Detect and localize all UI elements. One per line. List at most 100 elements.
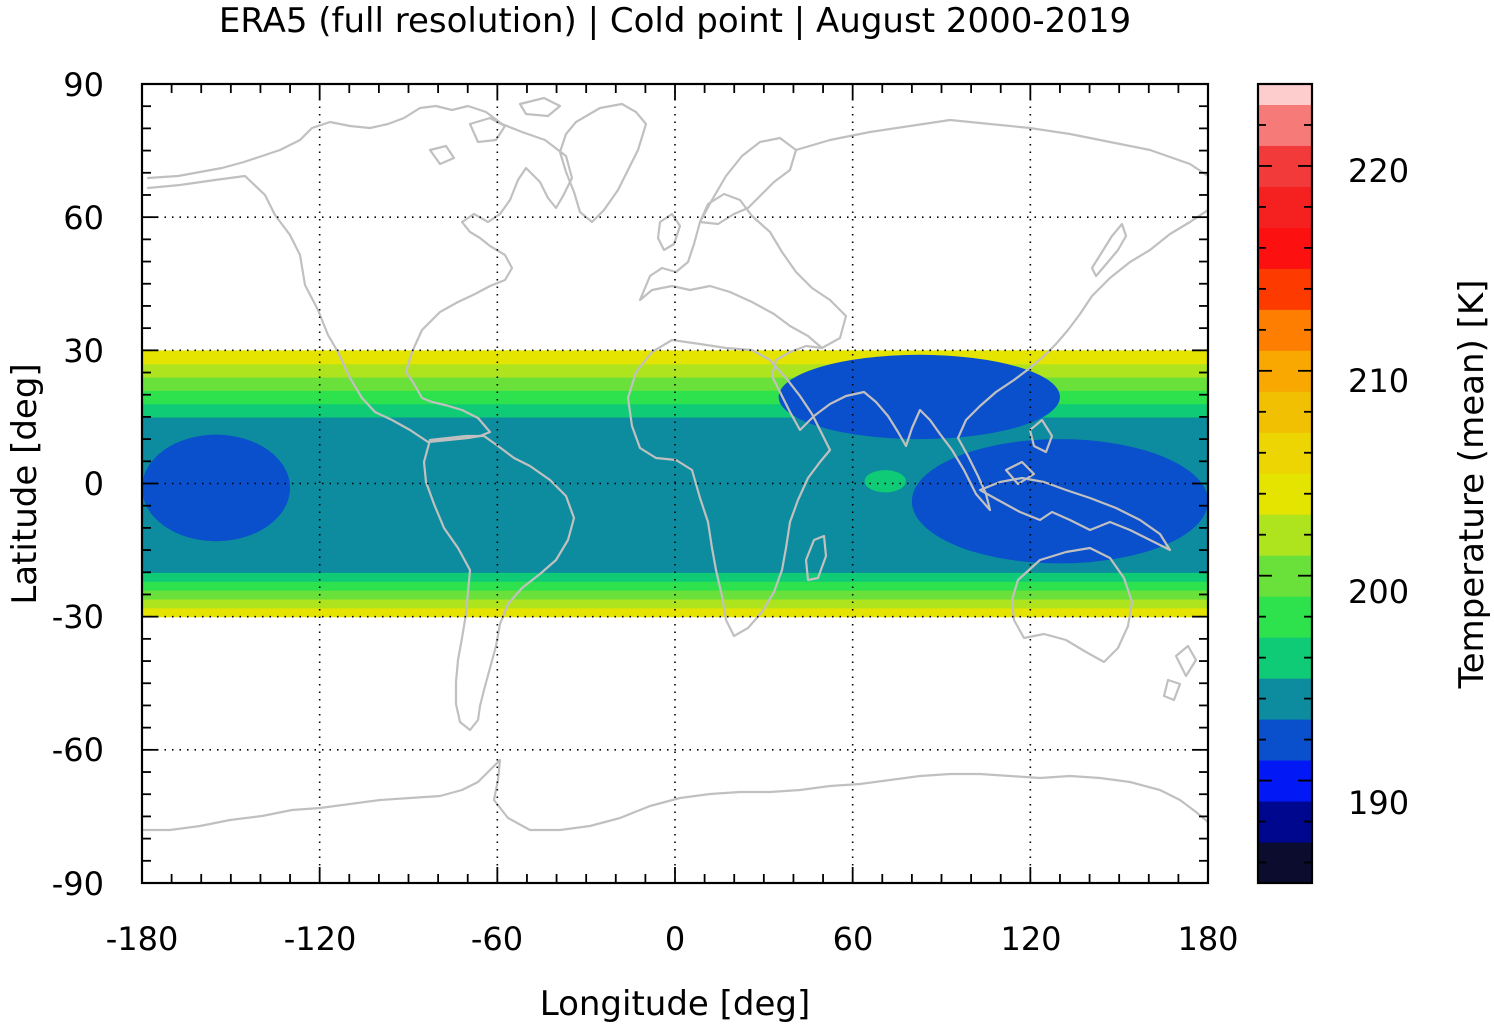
field-band [142, 541, 1208, 547]
colorbar-tick-label: 190 [1348, 784, 1409, 822]
coastline-australia [1010, 546, 1134, 664]
colorbar-label: Temperature (mean) [K] [1452, 280, 1492, 690]
field-anomaly [864, 470, 906, 493]
coastline-scandinavia [698, 136, 798, 226]
field-band [142, 581, 1208, 587]
y-tick-label: 90 [63, 66, 104, 104]
field-band [142, 492, 1208, 498]
field-band [142, 403, 1208, 409]
field-band [142, 408, 1208, 414]
field-band [142, 439, 1208, 445]
field-band [142, 598, 1208, 604]
colorbar-frame [1256, 82, 1314, 885]
colorbar-swatch [1258, 432, 1312, 474]
coastline-greenland [558, 102, 648, 224]
field-band [142, 470, 1208, 476]
field-band [142, 523, 1208, 529]
field-band [142, 385, 1208, 391]
field-band [142, 567, 1208, 573]
field-band [142, 585, 1208, 591]
field-band [142, 603, 1208, 609]
y-tick-label: -60 [52, 731, 104, 769]
field-band [142, 563, 1208, 569]
coastline-asia [770, 118, 1208, 512]
colorbar-swatch [1258, 473, 1312, 515]
field-band [142, 558, 1208, 564]
field-band [142, 452, 1208, 458]
colorbar-swatch [1258, 268, 1312, 310]
coastline-madagascar [804, 534, 828, 582]
colorbar-ticks [1258, 83, 1312, 864]
coastline-europe [638, 192, 848, 350]
colorbar-tick-labels: 190 200 210 220 [1348, 152, 1409, 822]
x-tick-label: 0 [665, 920, 685, 958]
x-tick-label: -60 [471, 920, 523, 958]
plot-area [142, 84, 1208, 883]
field-band [142, 590, 1208, 596]
field-band [142, 399, 1208, 405]
field-band [142, 376, 1208, 383]
y-tick-label: -90 [52, 865, 104, 903]
coastline-africa [626, 338, 832, 638]
colorbar-swatch [1258, 309, 1312, 351]
chart-title: ERA5 (full resolution) | Cold point | Au… [219, 1, 1131, 41]
colorbar-swatch [1258, 719, 1312, 761]
field-band [142, 536, 1208, 542]
field-anomaly [142, 434, 291, 542]
y-tick-label: 0 [84, 465, 104, 503]
axis-ticks [141, 83, 1209, 884]
grid-lines [142, 84, 1208, 883]
field-band [142, 447, 1208, 454]
x-tick-label: 120 [1000, 920, 1061, 958]
field-band [142, 368, 1208, 374]
colorbar-swatch [1258, 596, 1312, 638]
coastline-japan [1090, 222, 1128, 278]
x-tick-label: -120 [284, 920, 357, 958]
field-band [142, 394, 1208, 400]
field-band [142, 519, 1208, 525]
colorbar-swatch [1258, 104, 1312, 146]
field-band [142, 425, 1208, 431]
field-band [142, 421, 1208, 427]
field-band [142, 572, 1208, 578]
coastline-arctic-islands [428, 96, 562, 166]
field-anomaly [778, 354, 1060, 440]
colorbar-tick-label: 210 [1348, 362, 1409, 400]
field-band [142, 443, 1208, 449]
coastline-antarctica [142, 758, 1208, 832]
field-band [142, 594, 1208, 600]
colorbar: 190 200 210 220 Temperature (mean) [K] [1256, 82, 1492, 885]
colorbar-swatch [1258, 678, 1312, 720]
colorbar-swatch [1258, 514, 1312, 556]
field-band [142, 430, 1208, 436]
coastline-new-zealand [1162, 644, 1198, 702]
field-band [142, 350, 1208, 356]
field-band [142, 465, 1208, 471]
field-band [142, 363, 1208, 369]
field-band [142, 527, 1208, 533]
colorbar-tick-label: 220 [1348, 152, 1409, 190]
field-band [142, 483, 1208, 489]
colorbar-swatch [1258, 227, 1312, 269]
x-tick-label: 60 [833, 920, 874, 958]
coastline-maritime-continent [978, 418, 1172, 552]
x-axis-label: Longitude [deg] [540, 984, 811, 1024]
field-band [142, 474, 1208, 480]
coastline-uk [656, 212, 682, 252]
colorbar-swatch [1258, 842, 1312, 884]
x-tick-labels: -180 -120 -60 0 60 120 180 [106, 920, 1239, 958]
y-tick-labels: 90 60 30 0 -30 -60 -90 [52, 66, 104, 903]
y-tick-label: 60 [63, 199, 104, 237]
x-tick-label: 180 [1177, 920, 1238, 958]
y-axis-label: Latitude [deg] [5, 363, 45, 604]
field-band [142, 461, 1208, 467]
colorbar-swatch [1258, 186, 1312, 228]
colorbar-swatch [1258, 84, 1312, 105]
field-band [142, 354, 1208, 360]
field-band [142, 545, 1208, 551]
field-band [142, 496, 1208, 502]
field-band [142, 514, 1208, 520]
colorbar-tick-label: 200 [1348, 573, 1409, 611]
field-band [142, 550, 1208, 556]
